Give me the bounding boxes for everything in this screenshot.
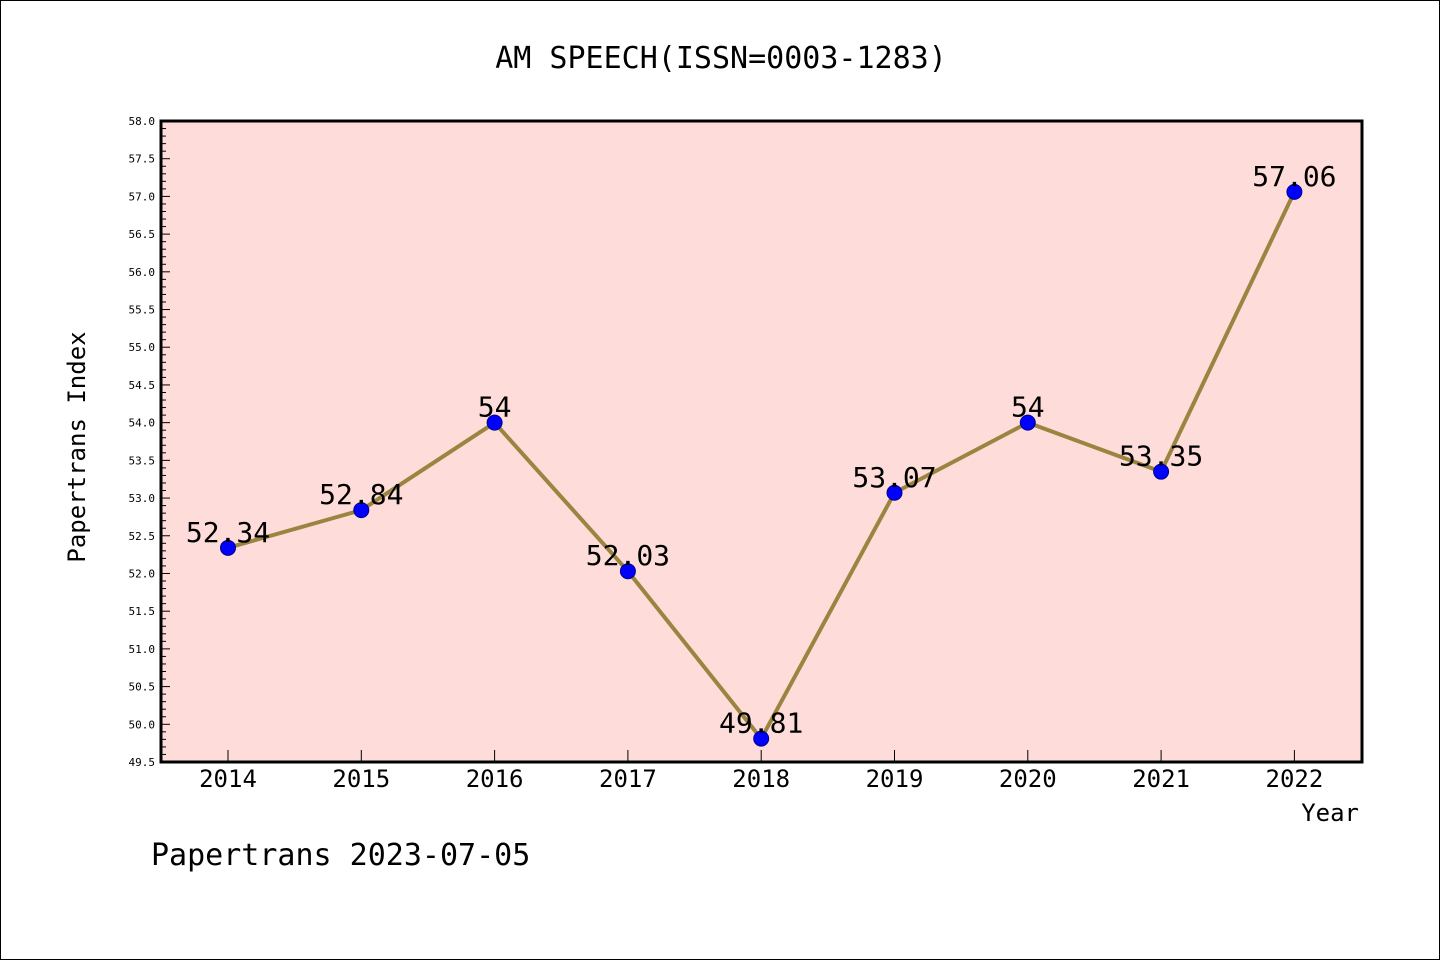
y-tick-label: 52.0 (129, 567, 156, 580)
data-point (619, 563, 636, 580)
x-tick-label: 2020 (999, 765, 1057, 793)
data-point (1153, 463, 1170, 480)
y-tick-label: 54.5 (129, 379, 156, 392)
y-tick-label: 51.0 (129, 643, 156, 656)
data-label: 54 (478, 391, 512, 424)
y-tick-label: 50.5 (129, 681, 156, 694)
data-point (220, 539, 236, 556)
x-tick-label: 2021 (1132, 765, 1190, 793)
x-tick-label: 2022 (1266, 765, 1324, 793)
y-tick-label: 58.0 (129, 115, 156, 128)
y-tick-label: 55.0 (129, 341, 156, 354)
data-label: 57.06 (1252, 160, 1336, 193)
data-point (886, 484, 903, 501)
y-axis-ticks: 49.5 50.0 50.5 51.0 51.5 52.0 52.5 53.0 53.5 54.0… (129, 115, 170, 769)
y-tick-label: 49.5 (129, 756, 156, 769)
y-tick-label: 51.5 (129, 605, 156, 618)
y-tick-label: 57.0 (129, 190, 156, 203)
data-label: 52.34 (186, 516, 270, 549)
data-label: 53.07 (852, 461, 936, 494)
x-tick-label: 2018 (732, 765, 790, 793)
x-tick-label: 2014 (199, 765, 257, 793)
data-label: 49.81 (719, 707, 803, 740)
x-tick-label: 2017 (599, 765, 657, 793)
data-labels: 52.34 52.84 54 52.03 49.81 53.07 54 53.35 57.06 (186, 160, 1337, 740)
footer-text: Papertrans 2023-07-05 (151, 838, 530, 873)
y-tick-label: 53.0 (129, 492, 156, 505)
data-point (353, 502, 370, 519)
y-tick-label: 54.0 (129, 417, 156, 430)
x-axis-ticks: 2014 2015 2016 2017 2018 2019 2020 2021 2022 (199, 750, 1323, 793)
data-label: 52.84 (319, 478, 403, 511)
y-tick-label: 50.0 (129, 718, 156, 731)
data-point (753, 730, 770, 747)
plot-area (159, 119, 1364, 764)
data-point (1019, 414, 1036, 431)
y-tick-label: 55.5 (129, 304, 156, 317)
y-tick-label: 56.0 (129, 266, 156, 279)
y-tick-label: 56.5 (129, 228, 156, 241)
data-label: 52.03 (586, 539, 670, 572)
data-point (486, 414, 503, 431)
y-tick-label: 57.5 (129, 153, 156, 166)
y-axis-label: Papertrans Index (63, 331, 91, 562)
y-tick-label: 52.5 (129, 530, 156, 543)
chart-title: AM SPEECH(ISSN=0003-1283) (495, 41, 947, 76)
data-label: 54 (1011, 391, 1045, 424)
x-tick-label: 2015 (332, 765, 390, 793)
y-tick-label: 53.5 (129, 454, 156, 467)
x-axis-label: Year (1301, 799, 1359, 827)
series-markers (220, 183, 1303, 747)
data-label: 53.35 (1119, 440, 1203, 473)
data-point (1286, 183, 1303, 200)
x-tick-label: 2016 (466, 765, 524, 793)
x-tick-label: 2019 (866, 765, 924, 793)
